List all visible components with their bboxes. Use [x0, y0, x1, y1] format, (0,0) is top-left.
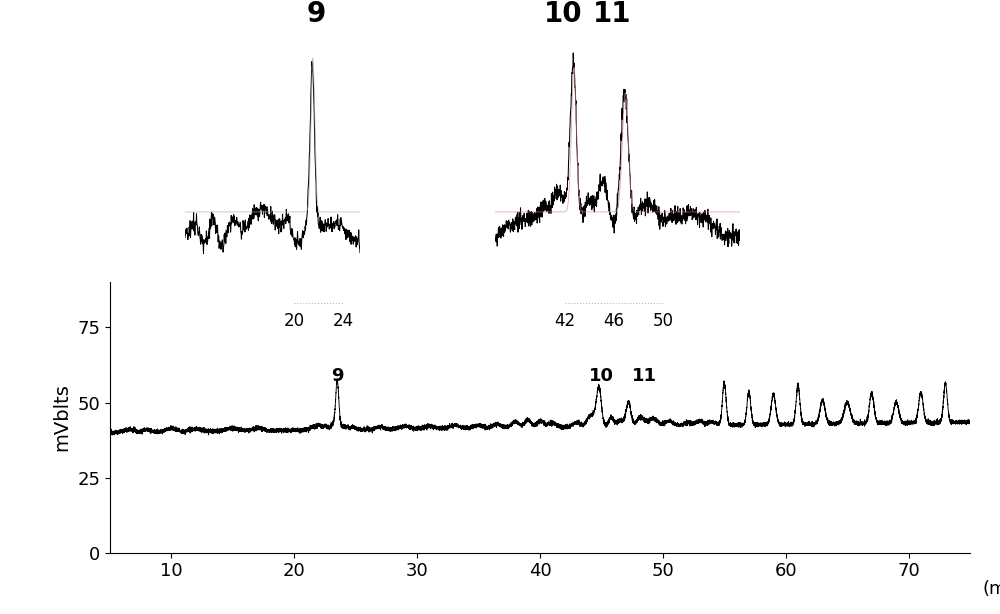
Text: 42: 42	[554, 313, 575, 330]
Text: 10: 10	[544, 0, 583, 28]
Text: 50: 50	[652, 313, 673, 330]
Text: 11: 11	[593, 0, 632, 28]
Text: 24: 24	[333, 313, 354, 330]
Text: 9: 9	[307, 0, 326, 28]
Y-axis label: mVblts: mVblts	[53, 384, 72, 451]
Text: 20: 20	[284, 313, 305, 330]
Text: (min): (min)	[982, 580, 1000, 597]
Text: 11: 11	[632, 367, 657, 384]
Text: 10: 10	[589, 367, 614, 384]
Text: 46: 46	[603, 313, 624, 330]
Text: 9: 9	[331, 367, 344, 384]
